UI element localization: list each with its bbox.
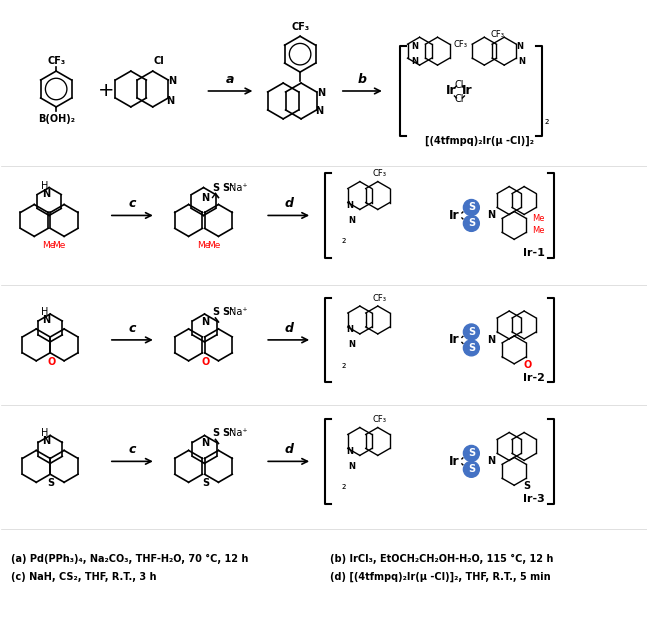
Text: (c) NaH, CS₂, THF, R.T., 3 h: (c) NaH, CS₂, THF, R.T., 3 h [12, 572, 157, 582]
Text: N: N [518, 57, 526, 66]
Text: S: S [212, 429, 219, 438]
Text: ₂: ₂ [341, 360, 346, 370]
Circle shape [463, 216, 480, 232]
Text: N: N [42, 436, 51, 446]
Text: Me: Me [532, 226, 544, 235]
Text: O: O [47, 357, 55, 367]
Text: Ir-3: Ir-3 [523, 494, 545, 504]
Text: N: N [202, 317, 209, 327]
Text: CF₃: CF₃ [373, 294, 387, 303]
Text: N: N [315, 106, 323, 116]
Text: N: N [317, 88, 325, 98]
Text: Na⁺: Na⁺ [229, 429, 248, 438]
Text: a: a [226, 73, 235, 86]
Text: Cl: Cl [455, 94, 464, 104]
Text: N: N [349, 340, 355, 349]
Text: CF₃: CF₃ [454, 39, 467, 49]
Text: B(OH)₂: B(OH)₂ [38, 114, 75, 124]
Text: +: + [98, 81, 114, 100]
Text: N: N [349, 462, 355, 471]
Text: Cl: Cl [455, 80, 464, 90]
Text: Me: Me [43, 241, 56, 250]
Text: Ir-1: Ir-1 [523, 248, 545, 258]
Circle shape [463, 200, 480, 216]
Circle shape [463, 445, 480, 461]
Text: Ir: Ir [449, 209, 459, 222]
Text: Ir-2: Ir-2 [523, 373, 545, 383]
Text: S: S [468, 218, 475, 228]
Text: N: N [167, 96, 175, 106]
Text: O: O [523, 360, 531, 370]
Text: H: H [41, 307, 48, 317]
Text: Na⁺: Na⁺ [229, 307, 248, 317]
Text: Me: Me [207, 241, 220, 250]
Text: (b) IrCl₃, EtOCH₂CH₂OH-H₂O, 115 °C, 12 h: (b) IrCl₃, EtOCH₂CH₂OH-H₂O, 115 °C, 12 h [330, 554, 553, 564]
Text: CF₃: CF₃ [373, 415, 387, 424]
Text: Ir: Ir [446, 85, 457, 97]
Text: ₂: ₂ [341, 235, 346, 245]
Text: (d) [(4tfmpq)₂Ir(μ -Cl)]₂, THF, R.T., 5 min: (d) [(4tfmpq)₂Ir(μ -Cl)]₂, THF, R.T., 5 … [330, 572, 551, 582]
Text: N: N [42, 188, 51, 198]
Text: S: S [468, 327, 475, 337]
Text: N: N [202, 438, 209, 448]
Text: N: N [411, 57, 418, 66]
Text: S: S [468, 464, 475, 474]
Text: S: S [468, 448, 475, 459]
Text: N: N [42, 315, 51, 325]
Text: S⁻: S⁻ [222, 307, 235, 317]
Circle shape [463, 340, 480, 356]
Text: CF₃: CF₃ [491, 30, 504, 39]
Text: S: S [202, 478, 209, 488]
Text: c: c [129, 443, 136, 457]
Text: Cl: Cl [154, 56, 164, 66]
Text: Ir: Ir [449, 333, 459, 347]
Text: N: N [168, 76, 177, 86]
Text: S: S [468, 202, 475, 212]
Text: CF₃: CF₃ [373, 169, 387, 178]
Text: Me: Me [532, 214, 544, 223]
Text: [(4tfmpq)₂Ir(μ -Cl)]₂: [(4tfmpq)₂Ir(μ -Cl)]₂ [425, 135, 534, 146]
Text: N: N [487, 457, 495, 466]
Text: CF₃: CF₃ [47, 56, 65, 66]
Text: Na⁺: Na⁺ [229, 183, 248, 193]
Text: S: S [212, 307, 219, 317]
Text: Ir: Ir [462, 85, 472, 97]
Text: b: b [358, 73, 367, 86]
Text: H: H [41, 429, 48, 438]
Text: Me: Me [52, 241, 66, 250]
Text: CF₃: CF₃ [291, 22, 309, 32]
Text: N: N [347, 326, 353, 335]
Text: H: H [41, 181, 48, 191]
Text: S: S [524, 481, 531, 491]
Text: S: S [212, 183, 219, 193]
Circle shape [463, 324, 480, 340]
Text: N: N [347, 447, 353, 456]
Text: S⁻: S⁻ [222, 183, 235, 193]
Text: N: N [347, 201, 353, 210]
Text: Ir: Ir [449, 455, 459, 468]
Text: S: S [47, 478, 54, 488]
Text: c: c [129, 197, 136, 211]
Text: ₂: ₂ [545, 116, 550, 126]
Text: S: S [468, 343, 475, 353]
Text: d: d [284, 197, 293, 211]
Text: N: N [349, 216, 355, 225]
Text: (a) Pd(PPh₃)₄, Na₂CO₃, THF-H₂O, 70 °C, 12 h: (a) Pd(PPh₃)₄, Na₂CO₃, THF-H₂O, 70 °C, 1… [12, 554, 249, 564]
Text: S⁻: S⁻ [222, 429, 235, 438]
Circle shape [463, 461, 480, 477]
Text: N: N [411, 42, 418, 51]
Text: d: d [284, 443, 293, 457]
Text: O: O [202, 357, 210, 367]
Text: N: N [202, 193, 209, 202]
Text: c: c [129, 322, 136, 335]
Text: d: d [284, 322, 293, 335]
Text: ₂: ₂ [341, 481, 346, 491]
Text: N: N [516, 42, 524, 51]
Text: N: N [487, 335, 495, 345]
Text: N: N [487, 211, 495, 221]
Text: Me: Me [197, 241, 210, 250]
